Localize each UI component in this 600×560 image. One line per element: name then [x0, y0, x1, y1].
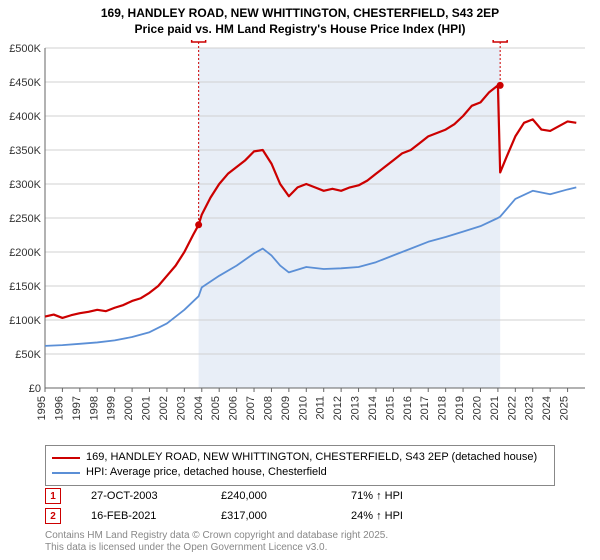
svg-text:2014: 2014 [367, 396, 379, 420]
svg-text:£350K: £350K [9, 145, 41, 157]
svg-text:£450K: £450K [9, 77, 41, 89]
svg-text:1996: 1996 [53, 396, 65, 420]
svg-text:2: 2 [497, 40, 503, 42]
legend: 169, HANDLEY ROAD, NEW WHITTINGTON, CHES… [45, 445, 555, 486]
svg-text:2016: 2016 [402, 396, 414, 420]
svg-text:2020: 2020 [471, 396, 483, 420]
svg-text:£200K: £200K [9, 247, 41, 259]
svg-text:£500K: £500K [9, 43, 41, 55]
svg-text:1997: 1997 [71, 396, 83, 420]
marker-date-2: 16-FEB-2021 [91, 510, 191, 522]
svg-text:2008: 2008 [262, 396, 274, 420]
svg-text:2013: 2013 [350, 396, 362, 420]
marker-price-2: £317,000 [221, 510, 321, 522]
svg-text:2023: 2023 [524, 396, 536, 420]
svg-text:1995: 1995 [36, 396, 48, 420]
svg-text:2019: 2019 [454, 396, 466, 420]
svg-text:2004: 2004 [193, 396, 205, 420]
svg-text:2001: 2001 [141, 396, 153, 420]
svg-text:£150K: £150K [9, 281, 41, 293]
svg-text:2000: 2000 [123, 396, 135, 420]
svg-text:2003: 2003 [175, 396, 187, 420]
footer-attribution: Contains HM Land Registry data © Crown c… [45, 530, 388, 554]
svg-text:2007: 2007 [245, 396, 257, 420]
marker-date-1: 27-OCT-2003 [91, 490, 191, 502]
svg-text:2015: 2015 [384, 396, 396, 420]
marker-delta-1: 71% ↑ HPI [351, 490, 451, 502]
svg-text:2005: 2005 [210, 396, 222, 420]
legend-row-hpi: HPI: Average price, detached house, Ches… [52, 465, 548, 480]
svg-text:£0: £0 [29, 383, 41, 395]
svg-text:1999: 1999 [106, 396, 118, 420]
svg-text:2024: 2024 [541, 396, 553, 420]
legend-label-property: 169, HANDLEY ROAD, NEW WHITTINGTON, CHES… [86, 450, 537, 465]
svg-text:2011: 2011 [315, 396, 327, 420]
legend-swatch-property [52, 457, 80, 459]
svg-text:2018: 2018 [437, 396, 449, 420]
svg-text:2012: 2012 [332, 396, 344, 420]
chart-title: 169, HANDLEY ROAD, NEW WHITTINGTON, CHES… [0, 0, 600, 37]
svg-text:£400K: £400K [9, 111, 41, 123]
svg-text:£100K: £100K [9, 315, 41, 327]
svg-text:2009: 2009 [280, 396, 292, 420]
marker-badge-1: 1 [45, 488, 61, 504]
marker-price-1: £240,000 [221, 490, 321, 502]
svg-text:2006: 2006 [228, 396, 240, 420]
footer-line-1: Contains HM Land Registry data © Crown c… [45, 530, 388, 542]
legend-swatch-hpi [52, 472, 80, 474]
svg-text:2022: 2022 [506, 396, 518, 420]
footer-line-2: This data is licensed under the Open Gov… [45, 542, 388, 554]
line-chart-svg: £0 £50K £100K £150K £200K £250K £300K £350K £400… [0, 40, 600, 440]
title-line-1: 169, HANDLEY ROAD, NEW WHITTINGTON, CHES… [0, 6, 600, 22]
marker-delta-2: 24% ↑ HPI [351, 510, 451, 522]
svg-text:1998: 1998 [88, 396, 100, 420]
svg-text:2017: 2017 [419, 396, 431, 420]
marker-row-1: 1 27-OCT-2003 £240,000 71% ↑ HPI [45, 488, 555, 504]
chart-area: £0 £50K £100K £150K £200K £250K £300K £350K £400… [0, 40, 600, 440]
legend-label-hpi: HPI: Average price, detached house, Ches… [86, 465, 327, 480]
legend-row-property: 169, HANDLEY ROAD, NEW WHITTINGTON, CHES… [52, 450, 548, 465]
marker-table: 1 27-OCT-2003 £240,000 71% ↑ HPI 2 16-FE… [45, 488, 555, 528]
svg-text:1: 1 [196, 40, 202, 42]
marker-badge-2: 2 [45, 508, 61, 524]
svg-text:2002: 2002 [158, 396, 170, 420]
svg-text:£250K: £250K [9, 213, 41, 225]
svg-text:2021: 2021 [489, 396, 501, 420]
svg-text:2025: 2025 [559, 396, 571, 420]
marker-row-2: 2 16-FEB-2021 £317,000 24% ↑ HPI [45, 508, 555, 524]
svg-text:£300K: £300K [9, 179, 41, 191]
svg-text:£50K: £50K [15, 349, 41, 361]
title-line-2: Price paid vs. HM Land Registry's House … [0, 22, 600, 38]
svg-text:2010: 2010 [297, 396, 309, 420]
